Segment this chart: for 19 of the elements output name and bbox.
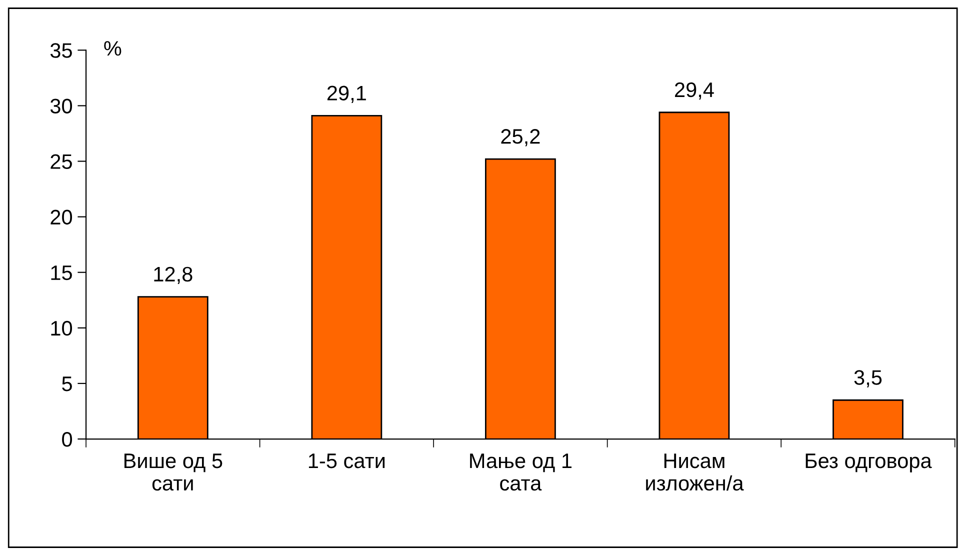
data-label: 3,5 — [854, 370, 882, 388]
data-label: 29,4 — [674, 82, 714, 100]
y-tick-label: 35 — [50, 43, 72, 58]
y-tick-label: 25 — [50, 154, 72, 170]
x-tick-label: 1-5 сати — [308, 454, 385, 468]
data-label: 12,8 — [154, 266, 192, 284]
y-axis-title: % — [104, 41, 122, 56]
y-tick-label: 15 — [51, 266, 72, 280]
data-label: 29,1 — [327, 86, 366, 103]
x-tick-label: Без одговора — [806, 454, 932, 472]
y-tick-label: 20 — [50, 210, 72, 225]
x-tick-label: Нисам изложен/а — [646, 454, 744, 491]
y-tick-label: 30 — [50, 98, 72, 114]
y-tick-label: 10 — [51, 320, 72, 336]
y-tick-label: 0 — [62, 432, 72, 447]
y-tick-label: 5 — [62, 376, 72, 392]
x-tick-label: Више од 5 сати — [124, 454, 222, 491]
data-label: 25,2 — [501, 129, 540, 146]
x-tick-label: Мање од 1 сата — [470, 454, 572, 491]
